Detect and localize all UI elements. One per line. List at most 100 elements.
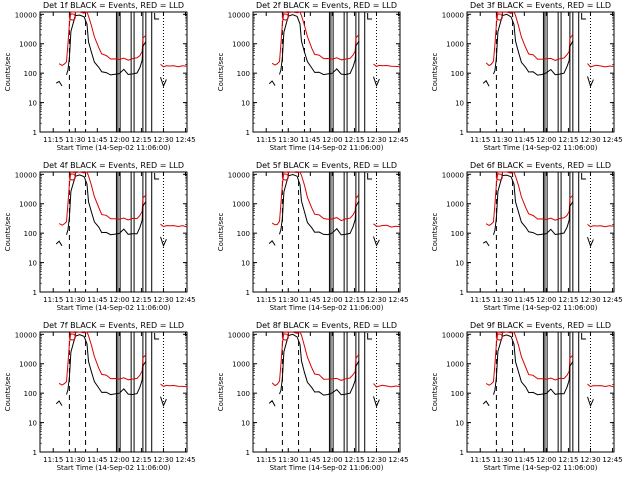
x-tick-label: 12:00 [109, 296, 129, 304]
x-axis-label: Start Time (14-Sep-02 11:06:00) [484, 144, 598, 152]
x-tick-label: 12:30 [366, 456, 386, 464]
lld-series-line [58, 11, 188, 68]
events-series-line [55, 174, 167, 248]
x-tick-label: 12:00 [322, 136, 342, 144]
x-tick-label: 11:30 [65, 456, 85, 464]
plot-frame [252, 171, 401, 293]
y-tick-label: 1 [33, 449, 37, 457]
y-tick-label: 10 [241, 420, 250, 428]
x-tick-label: 12:30 [153, 296, 173, 304]
state-marker [281, 333, 289, 341]
y-tick-label: 100 [451, 230, 464, 238]
top-bracket-mark [367, 333, 373, 340]
x-tick-label: 11:30 [65, 296, 85, 304]
chart-title: Det 3f BLACK = Events, RED = LLD [470, 1, 611, 10]
events-series-line [482, 174, 594, 248]
state-marker [495, 173, 503, 181]
x-axis-label: Start Time (14-Sep-02 11:06:00) [57, 464, 171, 472]
y-tick-label: 1 [460, 449, 464, 457]
x-axis-label: Start Time (14-Sep-02 11:06:00) [270, 464, 384, 472]
y-tick-label: 10000 [442, 331, 464, 339]
y-tick-label: 10 [455, 260, 464, 268]
plot-frame [39, 331, 188, 453]
x-tick-label: 12:00 [322, 456, 342, 464]
x-tick-label: 12:45 [602, 296, 622, 304]
events-series-line [268, 14, 380, 87]
x-tick-label: 12:45 [602, 456, 622, 464]
x-tick-label: 12:15 [344, 136, 364, 144]
x-tick-label: 11:45 [514, 456, 534, 464]
plot-frame [39, 11, 188, 133]
state-marker [68, 333, 76, 341]
x-tick-label: 11:45 [87, 456, 107, 464]
x-tick-label: 12:45 [175, 456, 195, 464]
y-axis-label: Counts/sec [431, 213, 439, 252]
y-tick-label: 10000 [15, 11, 37, 19]
x-tick-label: 12:15 [131, 456, 151, 464]
x-tick-label: 11:30 [278, 456, 298, 464]
x-tick-label: 12:30 [366, 296, 386, 304]
x-tick-label: 11:30 [492, 136, 512, 144]
chart-panel-8: Det 8f BLACK = Events, RED = LLD 1 10 100 10… [217, 321, 409, 472]
events-series-line [482, 334, 594, 408]
chart-title: Det 9f BLACK = Events, RED = LLD [470, 321, 611, 330]
state-marker [495, 13, 503, 21]
y-tick-label: 1 [33, 289, 37, 297]
x-tick-label: 12:15 [344, 296, 364, 304]
y-tick-label: 1000 [446, 201, 464, 209]
y-tick-label: 10 [28, 420, 37, 428]
y-tick-label: 1 [460, 129, 464, 137]
plot-frame [466, 331, 615, 453]
chart-panel-1: Det 1f BLACK = Events, RED = LLD 1 10 100 10… [4, 1, 196, 152]
y-axis-label: Counts/sec [217, 53, 225, 92]
lld-series-line [271, 331, 401, 388]
x-tick-label: 11:15 [470, 136, 490, 144]
x-tick-label: 12:45 [388, 296, 408, 304]
x-tick-label: 11:30 [278, 296, 298, 304]
x-tick-label: 12:00 [536, 456, 556, 464]
lld-series-line [58, 331, 188, 388]
y-tick-label: 1 [33, 129, 37, 137]
y-tick-label: 10000 [15, 331, 37, 339]
top-bracket-mark [154, 13, 160, 20]
x-tick-label: 12:00 [536, 296, 556, 304]
x-tick-label: 12:30 [580, 296, 600, 304]
x-tick-label: 11:30 [492, 296, 512, 304]
events-series-line [268, 333, 380, 408]
lld-series-line [485, 11, 615, 68]
events-series-line [55, 14, 167, 88]
y-tick-label: 10 [28, 260, 37, 268]
lld-series-line [271, 171, 401, 228]
y-tick-label: 100 [24, 70, 37, 78]
x-axis-label: Start Time (14-Sep-02 11:06:00) [57, 144, 171, 152]
x-tick-label: 12:45 [388, 456, 408, 464]
x-tick-label: 11:45 [87, 136, 107, 144]
x-tick-label: 12:15 [558, 136, 578, 144]
x-tick-label: 12:15 [131, 296, 151, 304]
y-tick-label: 100 [451, 70, 464, 78]
state-marker [281, 173, 289, 181]
plot-frame [39, 171, 188, 293]
state-marker [68, 173, 76, 181]
y-axis-label: Counts/sec [431, 53, 439, 92]
y-tick-label: 100 [24, 390, 37, 398]
x-tick-label: 12:45 [602, 136, 622, 144]
y-axis-label: Counts/sec [217, 213, 225, 252]
x-tick-label: 11:15 [256, 456, 276, 464]
y-tick-label: 10000 [228, 11, 250, 19]
x-tick-label: 11:45 [300, 296, 320, 304]
y-tick-label: 1 [246, 289, 250, 297]
x-tick-label: 11:30 [65, 136, 85, 144]
top-bracket-mark [367, 13, 373, 20]
x-tick-label: 11:15 [43, 456, 63, 464]
x-tick-label: 12:15 [344, 456, 364, 464]
chart-title: Det 4f BLACK = Events, RED = LLD [43, 161, 184, 170]
y-tick-label: 100 [237, 390, 250, 398]
lld-series-line [485, 331, 615, 388]
chart-panel-5: Det 5f BLACK = Events, RED = LLD 1 10 100 10… [217, 161, 409, 312]
x-tick-label: 12:30 [153, 456, 173, 464]
top-bracket-mark [581, 173, 587, 180]
events-series-line [268, 173, 380, 247]
x-tick-label: 11:30 [492, 456, 512, 464]
